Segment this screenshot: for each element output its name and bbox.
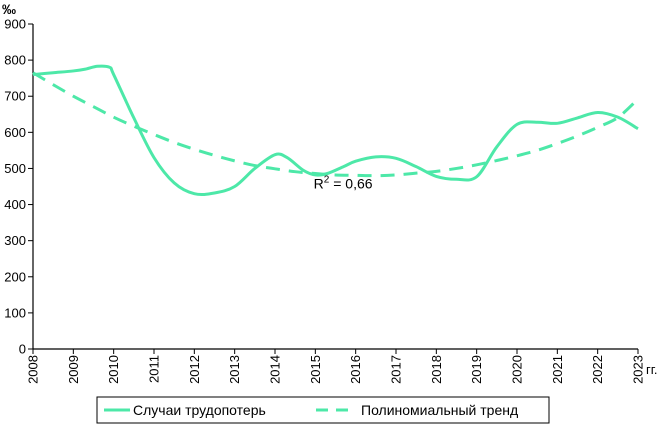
annotation-base: R <box>314 175 324 191</box>
x-unit-label: гг. <box>646 362 658 377</box>
legend-label-series: Случаи трудопотерь <box>133 402 266 418</box>
x-tick-label: 2012 <box>187 355 202 384</box>
y-tick-label: 300 <box>4 233 26 248</box>
x-axis: 2008 2009 2010 2011 2012 2013 2014 2015 2016 2017… <box>26 348 646 384</box>
r-squared-annotation: R2 = 0,66 <box>314 174 373 191</box>
x-tick-label: 2014 <box>268 355 283 384</box>
x-tick-label: 2010 <box>106 355 121 384</box>
series-line <box>32 64 639 197</box>
x-tick-label: 2021 <box>550 355 565 384</box>
y-tick-label: 800 <box>4 53 26 68</box>
x-tick-label: 2008 <box>26 355 41 384</box>
y-tick-label: 100 <box>4 305 26 320</box>
x-tick-label: 2019 <box>469 355 484 384</box>
legend: Случаи трудопотерь Полиномиальный тренд <box>96 396 550 424</box>
trend-line <box>32 71 640 178</box>
y-tick-label: 400 <box>4 197 26 212</box>
legend-label-trend: Полиномиальный тренд <box>361 402 518 418</box>
x-tick-label: 2011 <box>147 355 162 383</box>
x-tick-label: 2020 <box>510 355 525 384</box>
x-tick-label: 2015 <box>308 355 323 384</box>
y-tick-label: 0 <box>19 342 26 357</box>
x-tick-label: 2013 <box>227 355 242 384</box>
x-tick-label: 2016 <box>348 355 363 384</box>
y-unit-label: ‰ <box>2 1 16 17</box>
x-tick-label: 2017 <box>389 355 404 384</box>
x-tick-label: 2009 <box>66 355 81 384</box>
annotation-exponent: 2 <box>324 174 330 185</box>
y-tick-label: 500 <box>4 161 26 176</box>
y-tick-label: 200 <box>4 269 26 284</box>
y-tick-label: 600 <box>4 125 26 140</box>
x-tick-label: 2022 <box>590 355 605 384</box>
series-layer <box>32 64 640 197</box>
x-tick-label: 2018 <box>429 355 444 384</box>
y-axis: 0 100 200 300 400 500 600 700 800 900 <box>4 17 34 357</box>
x-tick-label: 2023 <box>631 355 646 384</box>
annotation-value: = 0,66 <box>329 175 372 191</box>
y-tick-label: 900 <box>4 17 26 32</box>
y-tick-label: 700 <box>4 89 26 104</box>
